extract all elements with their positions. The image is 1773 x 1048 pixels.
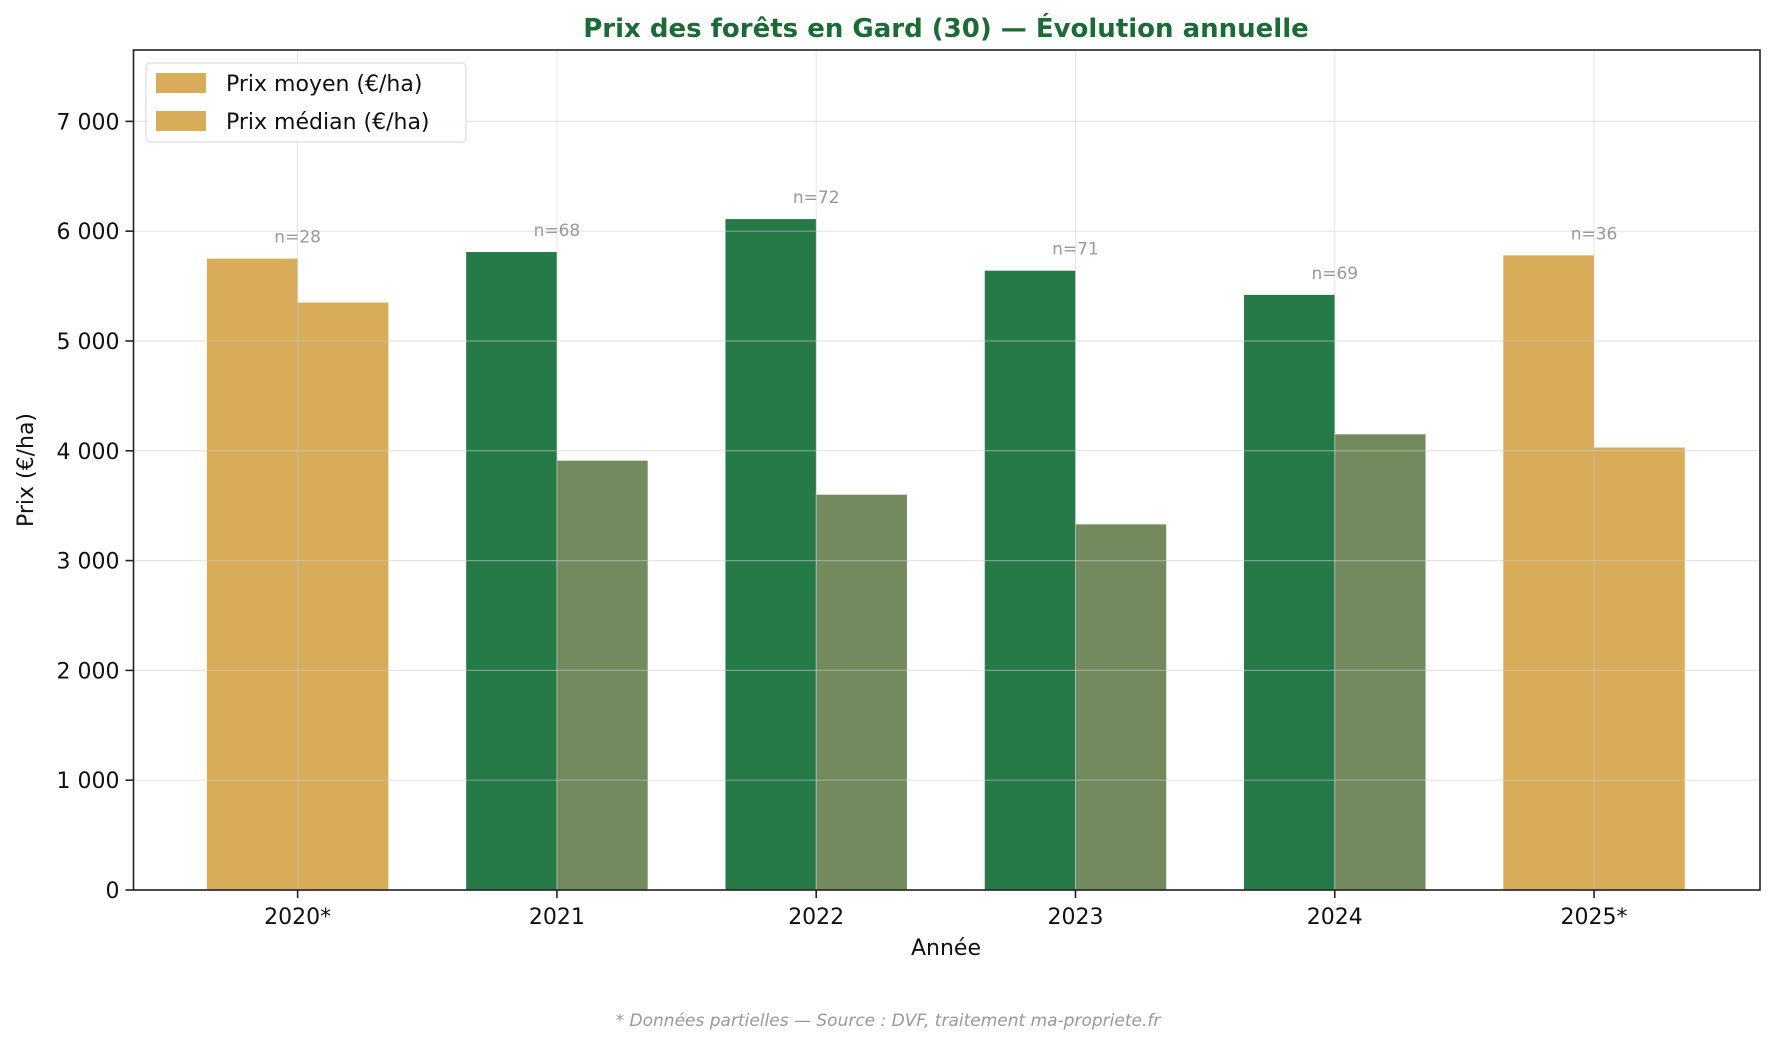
bar-mean-2021: [466, 252, 557, 891]
count-label: n=28: [274, 228, 321, 248]
y-tick-label: 7 000: [57, 110, 120, 135]
plot-frame: [132, 49, 1761, 891]
x-tick-label: 2022: [788, 905, 844, 930]
chart-title: Prix des forêts en Gard (30) — Évolution…: [583, 12, 1309, 44]
y-tick-label: 0: [106, 879, 120, 904]
y-axis: 0 1 000 2 000 3 000 4 000 5 000 6 000 7 000: [57, 110, 134, 904]
legend: Prix moyen (€/ha) Prix médian (€/ha): [145, 62, 467, 143]
y-tick-label: 4 000: [57, 440, 120, 465]
count-label: n=68: [534, 221, 581, 241]
x-tick-label: 2024: [1307, 905, 1363, 930]
footer-note: * Données partielles — Source : DVF, tra…: [616, 1011, 1162, 1031]
y-tick-label: 6 000: [57, 220, 120, 245]
count-label: n=69: [1311, 264, 1358, 284]
bars-group: [206, 219, 1685, 891]
bar-median-2023: [1075, 524, 1167, 890]
y-tick-label: 1 000: [57, 769, 120, 794]
bar-median-2024: [1334, 434, 1426, 890]
x-tick-label: 2020*: [264, 905, 331, 930]
x-axis-label: Année: [911, 936, 981, 961]
legend-label-mean: Prix moyen (€/ha): [226, 72, 422, 97]
x-tick-label: 2023: [1047, 905, 1103, 930]
y-tick-label: 2 000: [57, 659, 120, 684]
legend-swatch-median: [156, 111, 206, 131]
bar-median-2022: [816, 494, 907, 890]
x-tick-label: 2025*: [1561, 905, 1628, 930]
bar-mean-2024: [1244, 294, 1335, 890]
x-axis: 2020* 2021 2022 2023 2024 2025*: [264, 890, 1628, 930]
count-labels: n=28 n=68 n=72 n=71 n=69 n=36: [274, 188, 1617, 284]
y-tick-label: 3 000: [57, 550, 120, 575]
bar-mean-2023: [984, 270, 1076, 890]
y-tick-label: 5 000: [57, 330, 120, 355]
count-label: n=71: [1052, 240, 1099, 260]
bar-median-2021: [556, 460, 648, 890]
x-tick-label: 2021: [529, 905, 585, 930]
bar-mean-2022: [725, 219, 817, 891]
legend-frame: [145, 62, 467, 143]
bar-median-2020*: [297, 302, 389, 890]
legend-label-median: Prix médian (€/ha): [226, 110, 430, 135]
legend-swatch-mean: [156, 73, 206, 93]
bar-mean-2020*: [206, 258, 298, 890]
count-label: n=72: [793, 188, 840, 208]
y-axis-label: Prix (€/ha): [14, 413, 39, 527]
bar-median-2025*: [1594, 447, 1685, 890]
bar-mean-2025*: [1503, 255, 1595, 891]
count-label: n=36: [1571, 224, 1618, 244]
